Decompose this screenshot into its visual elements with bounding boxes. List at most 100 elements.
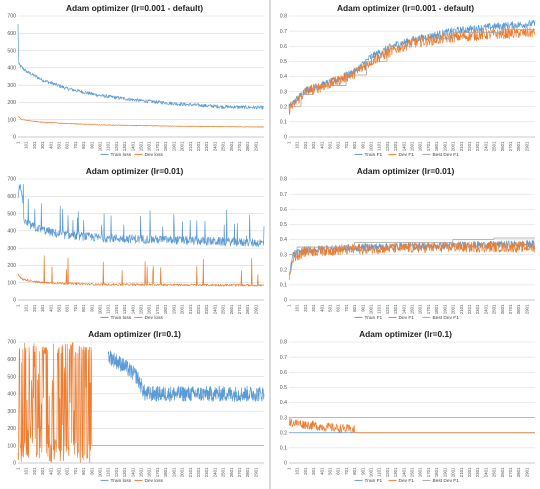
y-tick-label: 300 <box>7 246 16 252</box>
x-tick-label: 501 <box>328 304 333 312</box>
series-line-1 <box>17 115 265 128</box>
legend-label: Best Dev F1 <box>433 478 460 484</box>
y-tick-label: 0 <box>284 461 287 467</box>
x-tick-label: 2501 <box>221 467 226 477</box>
y-tick-label: 0 <box>284 135 287 141</box>
x-tick-label: 1401 <box>130 304 135 314</box>
x-tick-label: 301 <box>40 304 45 312</box>
legend-item: Train F1 <box>354 478 383 484</box>
series-line-0 <box>17 24 265 110</box>
legend-label: Train F1 <box>365 152 383 158</box>
x-tick-label: 701 <box>344 141 349 149</box>
y-tick-label: 600 <box>7 194 16 200</box>
x-tick-label: 2601 <box>229 304 234 314</box>
legend-item: Train F1 <box>354 152 383 158</box>
x-tick-label: 701 <box>344 304 349 312</box>
x-tick-label: 501 <box>57 141 62 149</box>
x-tick-label: 501 <box>328 467 333 475</box>
x-tick-label: 1601 <box>418 141 423 151</box>
x-tick-label: 1401 <box>401 304 406 314</box>
legend-label: Train loss <box>111 478 132 484</box>
y-tick-label: 500 <box>7 48 16 54</box>
x-tick-label: 2101 <box>459 467 464 477</box>
x-tick-label: 2201 <box>196 141 201 151</box>
series-line-2 <box>289 29 535 108</box>
y-tick-label: 0.7 <box>280 192 287 198</box>
x-tick-label: 601 <box>65 304 70 312</box>
x-tick-label: 301 <box>311 304 316 312</box>
chart-svg: Adam optimizer (lr=0.001 - default) 0 0.1 0… <box>280 3 536 158</box>
x-tick-label: 1201 <box>385 467 390 477</box>
x-tick-label: 1501 <box>410 141 415 151</box>
x-tick-label: 1901 <box>442 304 447 314</box>
y-tick-label: 0 <box>284 298 287 304</box>
chart-svg: Adam optimizer (lr=0.1) 0 100 200 300 400 500 6… <box>7 329 265 484</box>
legend-item: Best Dev F1 <box>422 315 459 321</box>
x-tick-label: 1201 <box>385 141 390 151</box>
x-tick-label: 2401 <box>212 304 217 314</box>
y-tick-label: 0.3 <box>280 252 287 258</box>
y-tick-label: 600 <box>7 31 16 37</box>
x-tick-label: 1001 <box>369 304 374 314</box>
x-tick-label: 1601 <box>147 304 152 314</box>
x-tick-label: 501 <box>57 304 62 312</box>
x-tick-label: 1201 <box>385 304 390 314</box>
x-tick-label: 1501 <box>139 467 144 477</box>
legend-label: Dev F1 <box>399 478 415 484</box>
series-line-0 <box>17 183 265 248</box>
x-tick-label: 2901 <box>524 141 529 151</box>
x-tick-label: 2101 <box>459 304 464 314</box>
x-tick-label: 1001 <box>98 304 103 314</box>
x-tick-label: 601 <box>336 467 341 475</box>
y-tick-label: 100 <box>7 117 16 123</box>
x-tick-label: 2101 <box>188 467 193 477</box>
x-tick-label: 2501 <box>221 304 226 314</box>
x-tick-label: 1 <box>16 467 21 470</box>
legend-item: Dev loss <box>134 315 163 321</box>
x-tick-label: 1701 <box>155 141 160 151</box>
x-tick-label: 2901 <box>524 304 529 314</box>
x-tick-label: 301 <box>311 467 316 475</box>
y-tick-label: 700 <box>7 14 16 20</box>
y-tick-label: 0.1 <box>280 120 287 126</box>
x-tick-label: 2201 <box>196 304 201 314</box>
chart-svg: Adam optimizer (lr=0.01) 0 100 200 300 400 500… <box>7 166 265 321</box>
legend-item: Dev F1 <box>388 478 415 484</box>
x-tick-label: 1701 <box>155 467 160 477</box>
x-tick-label: 1201 <box>114 467 119 477</box>
x-tick-label: 301 <box>311 141 316 149</box>
x-tick-label: 2201 <box>467 467 472 477</box>
y-tick-label: 0.4 <box>280 400 287 406</box>
legend-label: Train loss <box>111 152 132 158</box>
x-tick-label: 501 <box>57 467 62 475</box>
x-tick-label: 101 <box>24 141 29 149</box>
x-tick-label: 901 <box>360 141 365 149</box>
series-line-1 <box>288 418 535 434</box>
x-tick-label: 101 <box>24 304 29 312</box>
x-tick-label: 1701 <box>426 467 431 477</box>
chart-panel-top-left: Adam optimizer (lr=0.001 - default) 0 100 2… <box>0 0 269 163</box>
x-tick-label: 1001 <box>369 467 374 477</box>
x-tick-label: 2501 <box>492 141 497 151</box>
x-tick-label: 2901 <box>253 141 258 151</box>
x-tick-label: 2801 <box>516 141 521 151</box>
y-tick-label: 200 <box>7 426 16 432</box>
y-tick-label: 400 <box>7 392 16 398</box>
y-tick-label: 200 <box>7 100 16 106</box>
x-tick-label: 601 <box>65 467 70 475</box>
x-tick-label: 1901 <box>171 141 176 151</box>
chart-panel-middle-right: Adam optimizer (lr=0.01) 0 0.1 0.2 0.3 0.4 0.5… <box>271 163 540 326</box>
x-tick-label: 1301 <box>122 304 127 314</box>
legend-item: Dev F1 <box>388 315 414 321</box>
x-tick-label: 2901 <box>253 467 258 477</box>
x-tick-label: 1 <box>287 141 292 144</box>
x-tick-label: 401 <box>48 304 53 312</box>
x-tick-label: 1601 <box>147 467 152 477</box>
y-tick-label: 100 <box>7 280 16 286</box>
x-tick-label: 2001 <box>451 141 456 151</box>
y-tick-label: 0.3 <box>280 415 287 421</box>
x-tick-label: 2701 <box>508 467 513 477</box>
x-tick-label: 2601 <box>500 467 505 477</box>
y-tick-label: 500 <box>7 374 16 380</box>
chart-svg: Adam optimizer (lr=0.1) 0 0.1 0.2 0.3 0.4 0.5 0… <box>280 329 535 484</box>
